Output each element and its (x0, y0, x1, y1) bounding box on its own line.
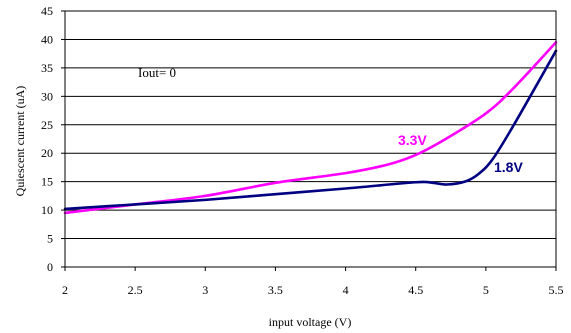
y-tick-label: 20 (41, 146, 53, 160)
series-label-3-3v: 3.3V (398, 132, 427, 148)
y-tick-label: 35 (41, 61, 53, 75)
y-axis-title: Quiescent current (uA) (13, 86, 27, 197)
y-tick-label: 0 (47, 260, 53, 274)
series-label-1-8v: 1.8V (494, 159, 523, 175)
x-tick-label: 2.5 (128, 283, 143, 297)
x-tick-label: 3 (202, 283, 208, 297)
x-tick-label: 3.5 (268, 283, 283, 297)
x-tick-label: 5.5 (549, 283, 564, 297)
y-tick-label: 40 (41, 32, 53, 46)
x-tick-label: 4 (343, 283, 349, 297)
x-tick-label: 5 (483, 283, 489, 297)
annotation-iout: Iout= 0 (138, 65, 176, 80)
x-axis-title: input voltage (V) (269, 315, 352, 329)
y-tick-label: 5 (47, 232, 53, 246)
y-tick-label: 30 (41, 89, 53, 103)
y-tick-label: 25 (41, 118, 53, 132)
y-tick-label: 15 (41, 175, 53, 189)
x-tick-label: 2 (62, 283, 68, 297)
y-tick-label: 10 (41, 203, 53, 217)
x-tick-label: 4.5 (408, 283, 423, 297)
y-tick-label: 45 (41, 4, 53, 18)
